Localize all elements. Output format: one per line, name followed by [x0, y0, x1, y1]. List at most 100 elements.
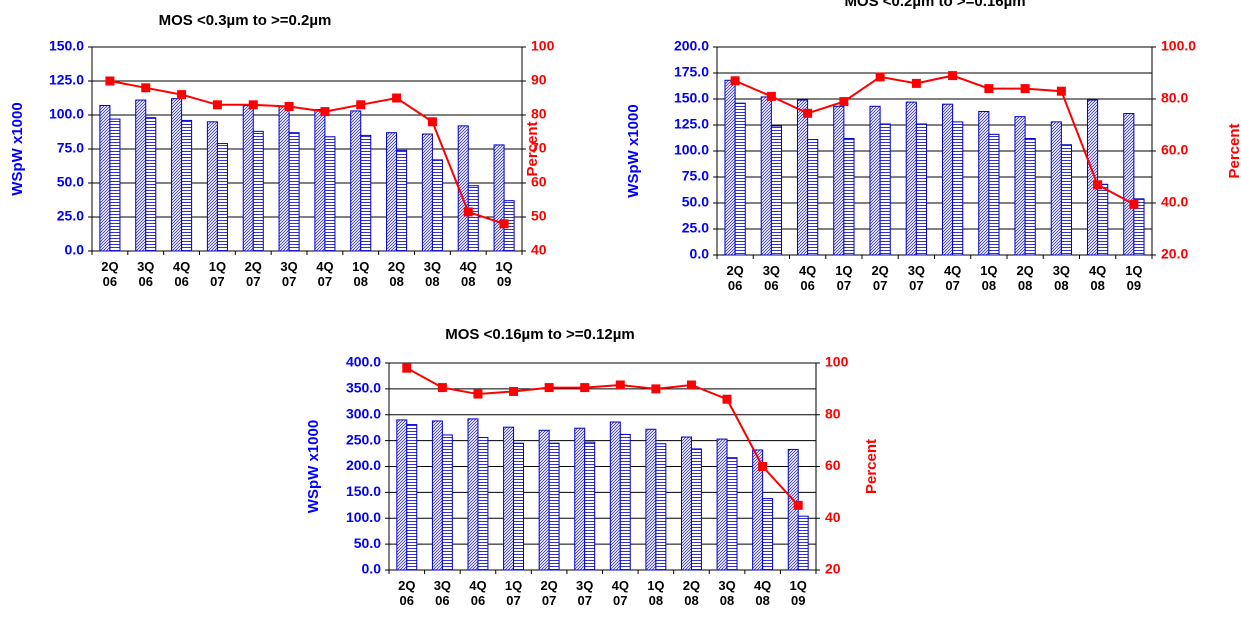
bar-series2 — [109, 118, 121, 252]
y2-tick-label: 20.0 — [1161, 246, 1188, 262]
chart-title: MOS <0.16µm to >=0.12µm — [445, 326, 634, 343]
y-tick-label: 50.0 — [354, 535, 381, 551]
y-tick-label: 100.0 — [674, 142, 709, 158]
bar-series1 — [1050, 121, 1062, 256]
x-tick-label: 2Q 06 — [726, 263, 743, 293]
y-axis-title: WSpW x1000 — [305, 420, 322, 513]
bar-series1 — [431, 420, 443, 571]
y2-tick-label: 100 — [531, 38, 555, 54]
bar-series2 — [467, 185, 479, 252]
x-tick-label: 1Q 07 — [835, 263, 852, 293]
percent-point — [320, 107, 330, 117]
x-tick-label: 3Q 06 — [434, 578, 451, 608]
bar-series2 — [1097, 183, 1109, 256]
y-tick-label: 100.0 — [49, 106, 84, 122]
bar-series1 — [941, 103, 954, 256]
bar-series1 — [1014, 116, 1026, 256]
bar-series2 — [807, 139, 819, 256]
x-tick-label: 3Q 07 — [280, 259, 297, 289]
y2-tick-label: 80.0 — [1161, 90, 1188, 106]
chart-panel-1: MOS <0.3µm to >=0.2µm 0.0 25.0 50.0 75.0 100.… — [0, 0, 620, 310]
bar-series2 — [952, 121, 964, 256]
percent-point — [463, 207, 473, 217]
x-tick-label: 3Q 06 — [763, 263, 780, 293]
y-tick-label: 150.0 — [346, 483, 381, 499]
percent-point — [105, 76, 115, 86]
bar-series2 — [1133, 198, 1145, 256]
y-tick-label: 200.0 — [674, 38, 709, 54]
bar-series1 — [314, 109, 326, 252]
percent-point — [1093, 180, 1103, 190]
x-tick-label: 2Q 08 — [388, 259, 405, 289]
y-tick-label: 100.0 — [346, 509, 381, 525]
percent-point — [984, 84, 994, 94]
y-tick-label: 0.0 — [362, 561, 382, 577]
bar-series1 — [724, 79, 736, 256]
bar-series1 — [645, 428, 657, 571]
x-tick-label: 1Q 09 — [790, 578, 807, 608]
percent-line — [109, 80, 505, 225]
x-tick-label: 2Q 08 — [683, 578, 700, 608]
bar-series1 — [1123, 113, 1135, 256]
chart-panel-3: MOS <0.16µm to >=0.12µm 0.0 50.0 100.0 150.0… — [300, 310, 940, 625]
bar-series1 — [421, 133, 433, 252]
chart-svg-1: MOS <0.3µm to >=0.2µm 0.0 25.0 50.0 75.0 100.… — [9, 12, 555, 289]
x-tick-label: 4Q 08 — [1089, 263, 1106, 293]
bar-series1 — [206, 121, 218, 252]
bar-series1 — [869, 105, 881, 256]
x-tick-label: 4Q 08 — [460, 259, 477, 289]
bar-series1 — [978, 110, 990, 256]
x-tick-label: 1Q 08 — [647, 578, 664, 608]
percent-point — [1129, 199, 1139, 209]
x-tick-label: 4Q 06 — [799, 263, 816, 293]
bar-series2 — [252, 130, 264, 252]
percent-point — [499, 219, 509, 229]
x-tick-label: 4Q 07 — [944, 263, 961, 293]
percent-point — [839, 97, 849, 107]
bar-series2 — [360, 134, 372, 252]
y2-axis-title: Percent — [524, 121, 541, 176]
bar-series1 — [833, 105, 845, 256]
percent-point — [248, 100, 258, 110]
bar-series2 — [181, 119, 193, 252]
bar-series2 — [655, 443, 667, 571]
percent-point — [875, 72, 885, 82]
bar-series2 — [513, 442, 525, 571]
percent-point — [177, 90, 187, 100]
x-tick-label: 3Q 08 — [1053, 263, 1070, 293]
bar-series2 — [619, 433, 631, 571]
y-tick-label: 75.0 — [682, 168, 709, 184]
bar-series1 — [680, 436, 692, 571]
bar-series2 — [406, 424, 418, 571]
bar-series2 — [879, 123, 891, 256]
percent-line — [734, 74, 1135, 206]
bar-series2 — [477, 437, 489, 571]
percent-point — [392, 93, 402, 103]
x-tick-label: 3Q 08 — [424, 259, 441, 289]
bar-series1 — [396, 419, 408, 571]
bar-series1 — [1086, 99, 1099, 256]
y-tick-label: 0.0 — [65, 242, 85, 258]
bar-series1 — [538, 429, 550, 571]
x-tick-label: 2Q 07 — [540, 578, 557, 608]
x-tick-label: 2Q 06 — [398, 578, 415, 608]
y2-tick-label: 50 — [531, 208, 547, 224]
bar-series2 — [441, 434, 453, 571]
y2-tick-label: 40.0 — [1161, 194, 1188, 210]
percent-point — [793, 500, 803, 510]
bar-series1 — [716, 438, 728, 571]
percent-point — [141, 83, 151, 93]
chart-panel-2: MOS <0.2µm to >=0.16µm 0.0 25.0 50.0 75.0 100… — [620, 0, 1241, 310]
bar-series1 — [99, 104, 111, 252]
percent-point — [803, 108, 813, 118]
percent-point — [758, 462, 768, 471]
y-axis-title: WSpW x1000 — [625, 104, 642, 197]
chart-title: MOS <0.2µm to >=0.16µm — [844, 0, 1025, 10]
chart-svg-2: MOS <0.2µm to >=0.16µm 0.0 25.0 50.0 75.0 100… — [625, 0, 1241, 293]
percent-point — [402, 363, 412, 373]
percent-point — [948, 71, 958, 81]
percent-point — [1056, 86, 1066, 96]
y2-axis-title: Percent — [1226, 123, 1241, 178]
x-tick-label: 2Q 07 — [245, 259, 262, 289]
x-tick-label: 4Q 06 — [469, 578, 486, 608]
